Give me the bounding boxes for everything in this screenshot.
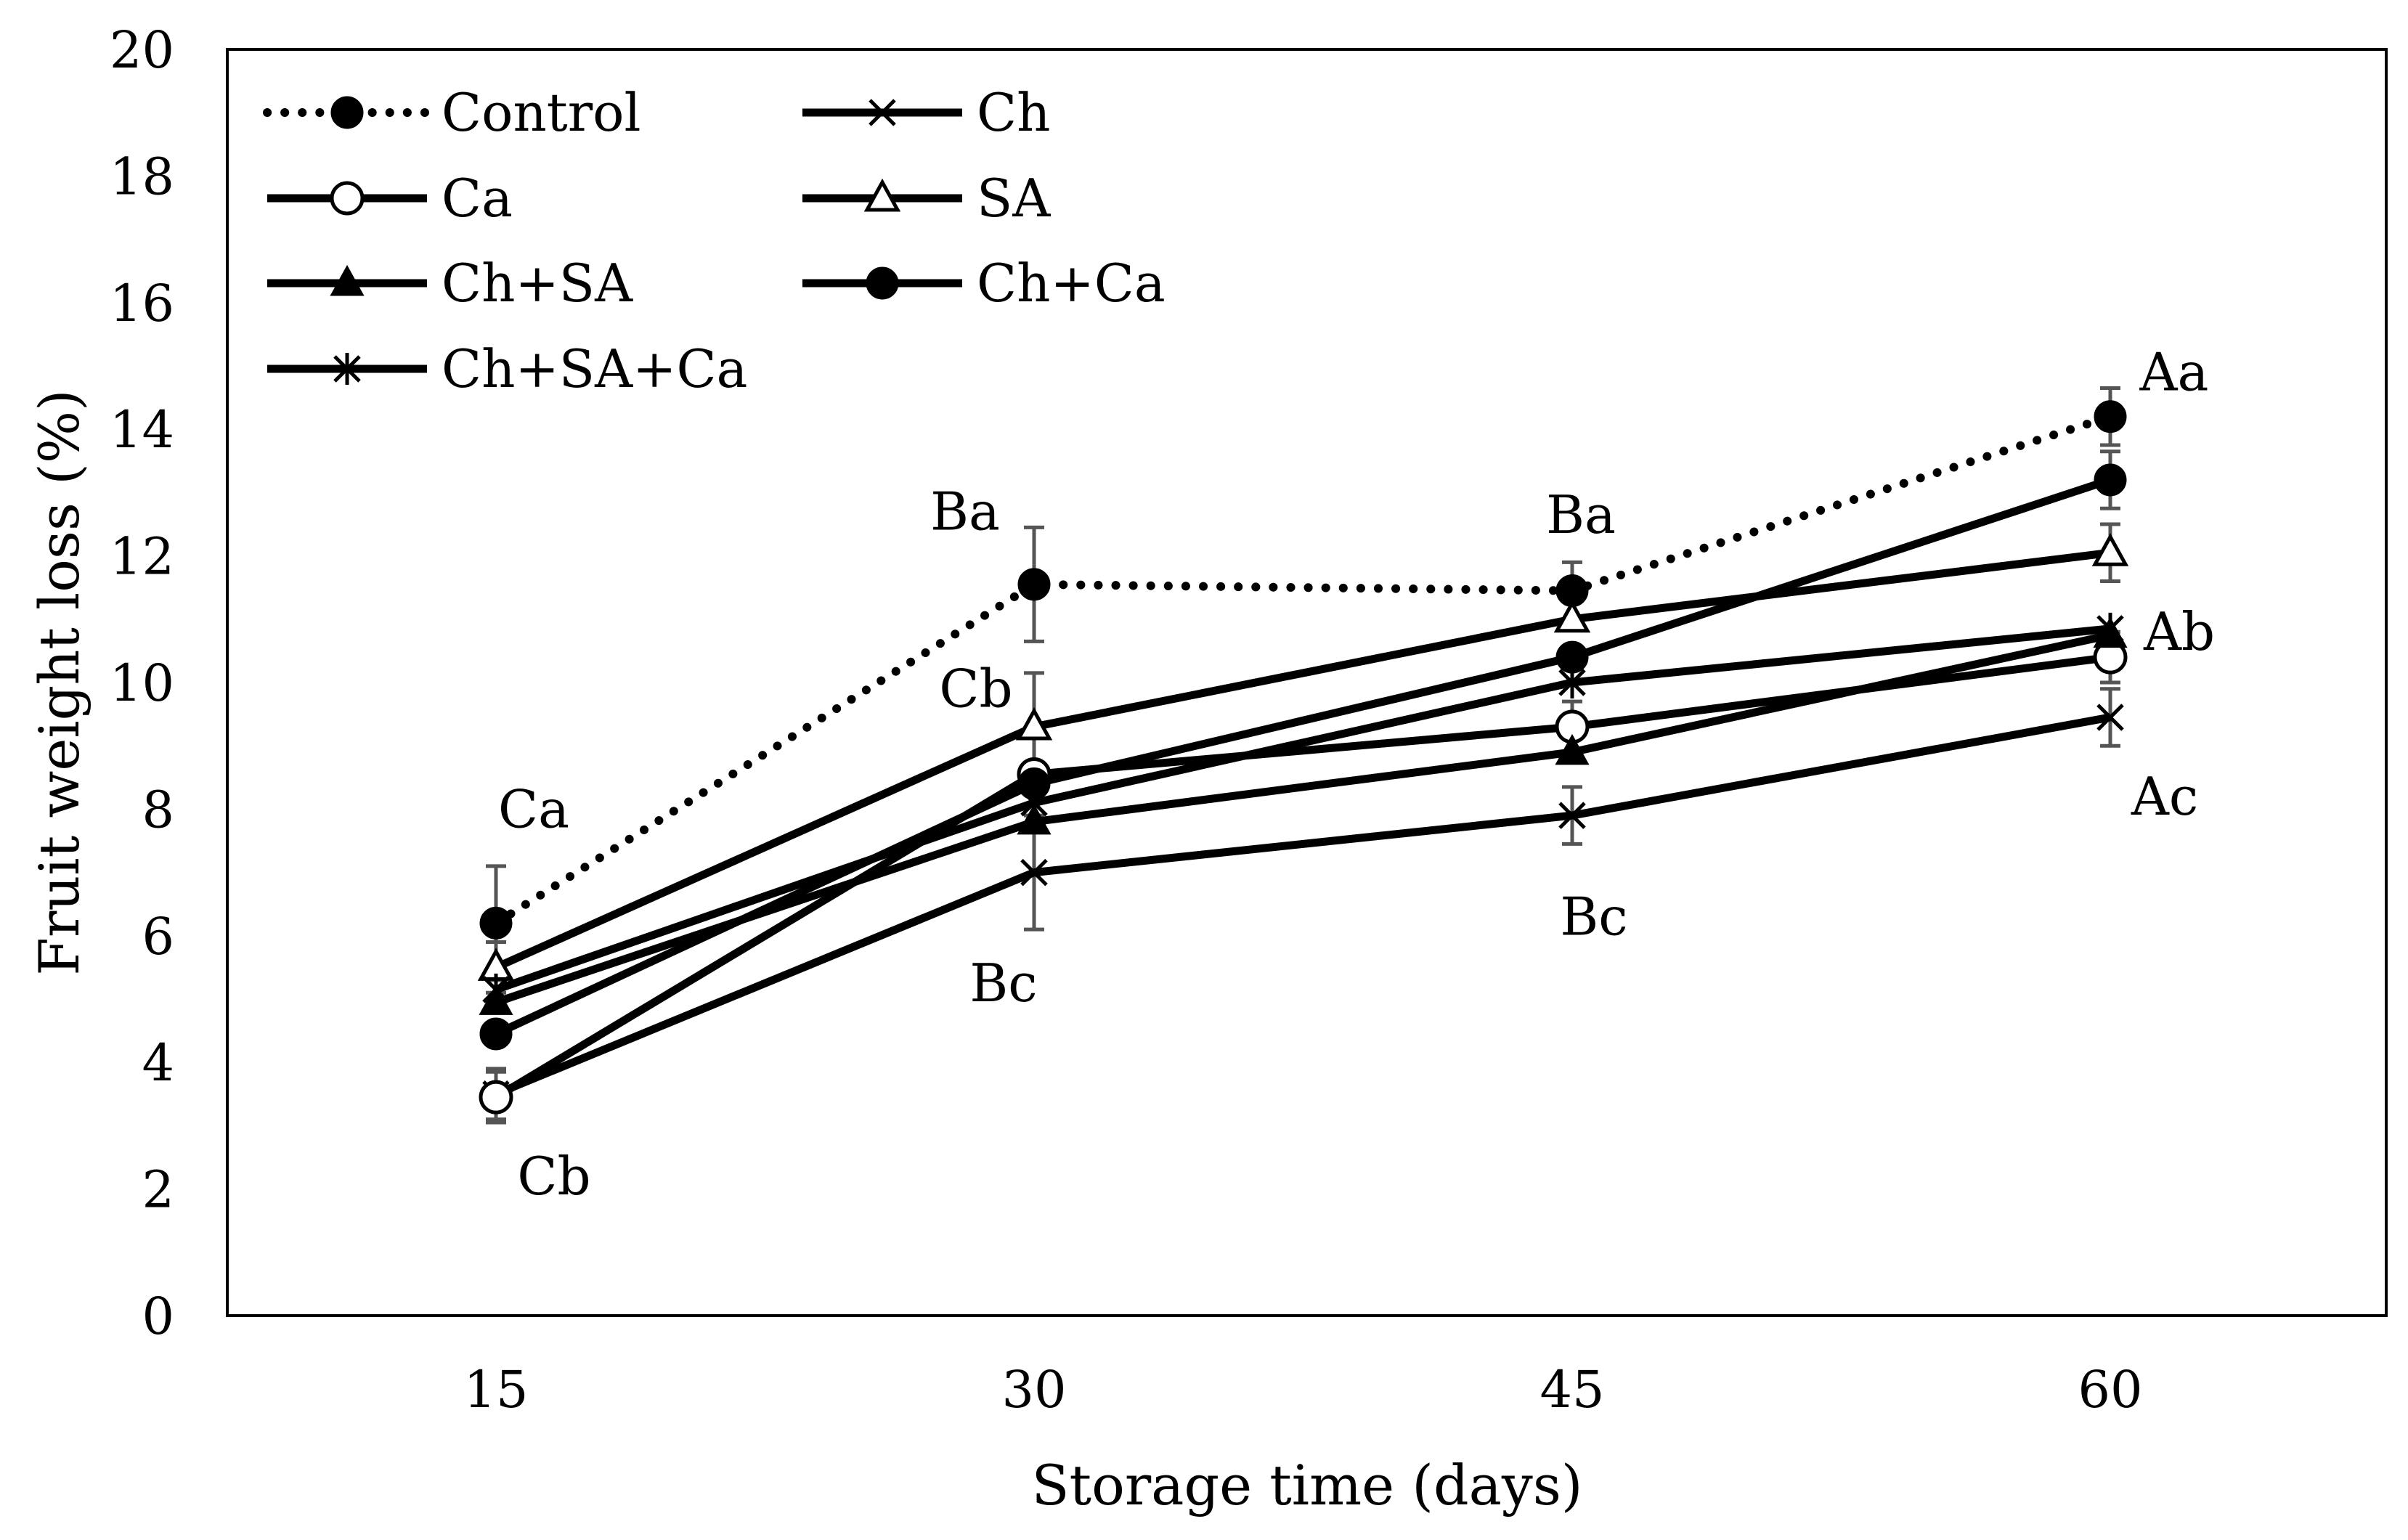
data-point-sa (2091, 533, 2129, 566)
y-tick-label: 10 (110, 653, 174, 713)
annotation-label: Cb (517, 1146, 590, 1207)
series-line-ch-plus-ca (494, 476, 2112, 1038)
y-tick-label: 12 (110, 527, 174, 587)
y-tick-label: 4 (142, 1033, 174, 1093)
legend-item-ch-plus-sa-plus-ca: Ch+SA+Ca (267, 338, 747, 399)
legend-label: SA (977, 168, 1051, 229)
series-lines (492, 412, 2115, 1101)
y-tick-label: 20 (110, 20, 174, 80)
x-tick-label: 60 (2078, 1360, 2142, 1419)
legend-marker (866, 266, 899, 300)
error-bars (486, 386, 2120, 1125)
data-point-ch-plus-sa-plus-ca (482, 973, 510, 1006)
legend-item-ch-plus-ca: Ch+Ca (802, 253, 1166, 314)
legend-marker (330, 181, 365, 216)
plot-frame (226, 48, 2388, 1317)
annotation-label: Ac (2131, 766, 2198, 827)
annotation-label: Bc (969, 953, 1037, 1014)
data-point-control (479, 906, 513, 940)
series-line-ch-plus-sa-plus-ca (495, 624, 2111, 994)
data-point-ch (1558, 802, 1586, 829)
series-line-sa (494, 548, 2111, 971)
legend-marker (869, 99, 896, 126)
data-point-ch-plus-sa-plus-ca (2096, 612, 2124, 645)
x-tick-label: 30 (1001, 1360, 1066, 1419)
annotation-label: Cb (939, 659, 1012, 720)
legend-marker (330, 264, 365, 296)
annotation-label: Ca (498, 778, 569, 839)
data-point-ch-plus-ca (479, 1017, 513, 1051)
series-line-control (492, 412, 2115, 928)
data-point-control (1017, 568, 1051, 601)
legend-label: Control (442, 82, 641, 143)
x-tick-label: 45 (1539, 1360, 1604, 1419)
annotation-label: Ba (1546, 484, 1616, 545)
y-tick-label: 14 (110, 400, 174, 460)
legend-label: Ca (442, 168, 513, 229)
y-tick-label: 6 (142, 907, 174, 966)
legend-label: Ch+Ca (977, 253, 1166, 314)
legend-item-ch-plus-sa: Ch+SA (267, 253, 633, 314)
legend-marker (863, 178, 901, 212)
legend: Control Ch Ca SA Ch+SA Ch+Ca Ch+SA+Ca (263, 82, 1166, 399)
y-axis-title: Fruit weight loss (%) (27, 389, 91, 975)
series-line-ch-plus-sa (495, 631, 2112, 1006)
y-tick-label: 0 (142, 1287, 174, 1346)
legend-item-ca: Ca (267, 168, 513, 229)
annotations: Ca Cb Ba Cb Bc Ba Bc Aa Ab Ac (498, 342, 2215, 1207)
annotation-label: Ab (2143, 601, 2215, 662)
data-point-sa (1015, 706, 1053, 741)
y-tick-label: 18 (110, 147, 174, 206)
annotation-label: Bc (1560, 887, 1627, 948)
data-point-ch-plus-sa (1017, 803, 1052, 835)
y-tick-label: 2 (142, 1160, 174, 1220)
series-markers (477, 400, 2129, 1115)
annotation-label: Aa (2139, 342, 2209, 403)
data-point-sa (1553, 599, 1591, 633)
x-tick-label: 15 (463, 1360, 528, 1419)
legend-label: Ch (977, 82, 1050, 143)
x-axis-title: Storage time (days) (1031, 1453, 1582, 1517)
data-point-ch-plus-sa-plus-ca (1558, 667, 1586, 698)
legend-item-sa: SA (802, 168, 1051, 229)
data-point-ch-plus-sa-plus-ca (1020, 786, 1048, 819)
annotation-label: Ba (930, 481, 1000, 542)
legend-item-ch: Ch (802, 82, 1050, 143)
legend-label: Ch+SA (442, 253, 633, 314)
legend-label: Ch+SA+Ca (442, 338, 747, 399)
legend-marker (330, 96, 364, 129)
y-tick-label: 16 (110, 274, 174, 333)
axis-ticks: 0 2 4 6 8 10 12 14 16 18 20 15 30 45 60 (110, 20, 2143, 1419)
legend-item-control: Control (263, 82, 641, 143)
series-line-ch (494, 713, 2111, 1098)
data-point-ch (1020, 858, 1048, 887)
data-point-ch-plus-sa (1555, 733, 1590, 765)
data-point-control (2094, 400, 2127, 433)
data-point-ca (479, 1080, 513, 1115)
data-point-ch (2096, 704, 2124, 731)
y-tick-label: 8 (142, 780, 174, 839)
data-point-ch-plus-ca (2094, 463, 2127, 497)
legend-marker (333, 353, 361, 385)
